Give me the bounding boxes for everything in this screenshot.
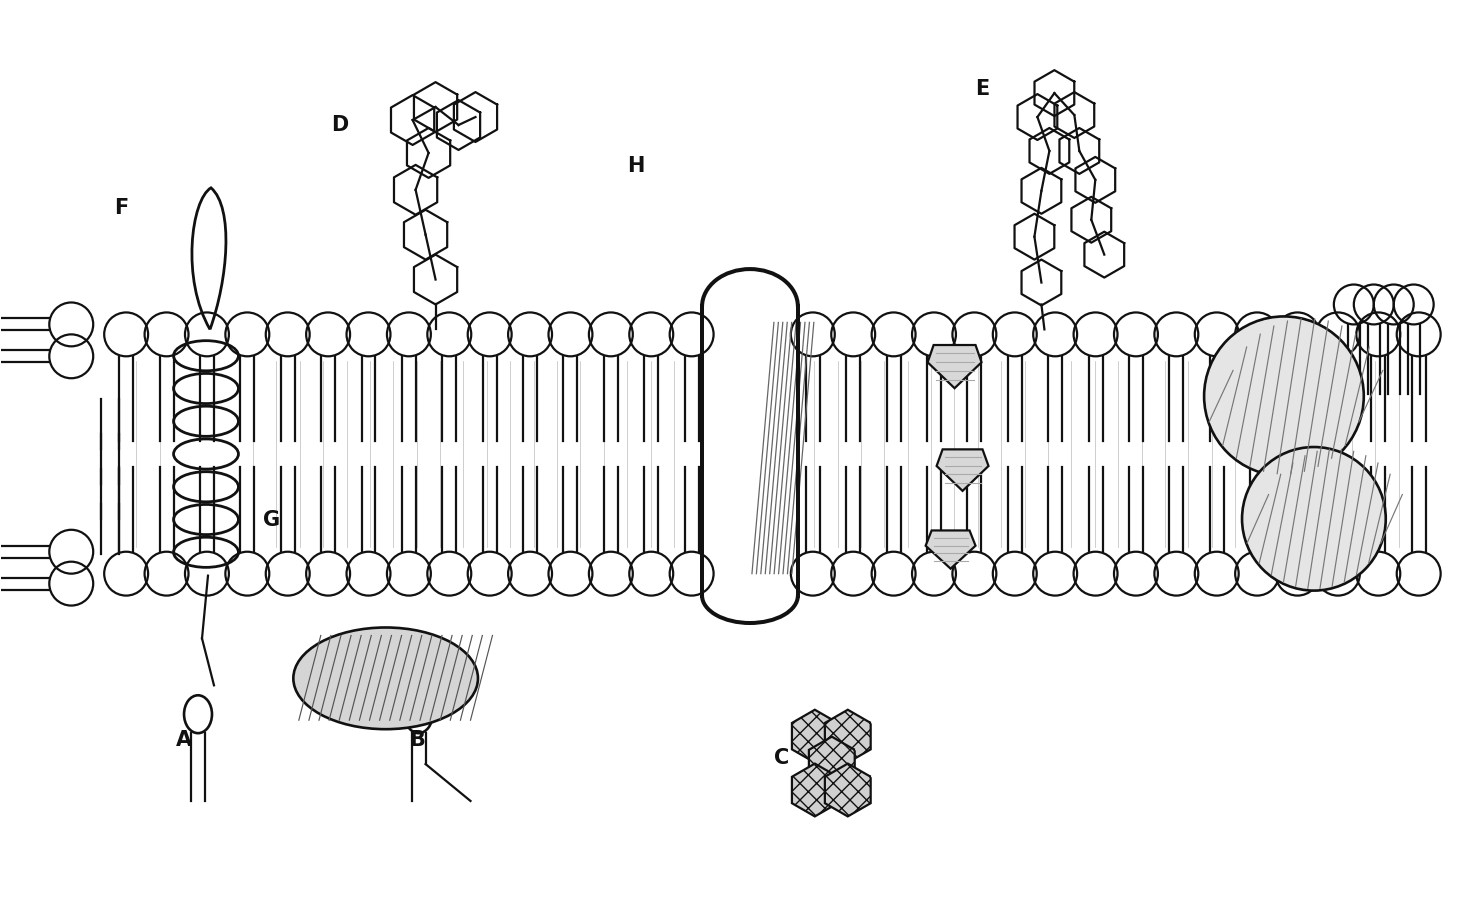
Text: D: D: [332, 115, 348, 135]
Ellipse shape: [294, 628, 478, 730]
Text: E: E: [975, 78, 990, 98]
Circle shape: [1205, 317, 1364, 476]
Polygon shape: [825, 710, 871, 763]
Text: C: C: [775, 747, 789, 767]
Polygon shape: [792, 764, 838, 816]
Polygon shape: [927, 346, 981, 389]
Circle shape: [1243, 448, 1386, 591]
Polygon shape: [808, 737, 855, 789]
Polygon shape: [937, 450, 988, 492]
Text: I: I: [1279, 528, 1287, 548]
Text: F: F: [114, 198, 129, 218]
Polygon shape: [825, 764, 871, 816]
Text: A: A: [175, 729, 192, 749]
Text: G: G: [263, 509, 279, 529]
Text: B: B: [409, 729, 425, 749]
Polygon shape: [925, 531, 975, 569]
Polygon shape: [792, 710, 838, 763]
Text: H: H: [627, 156, 645, 176]
